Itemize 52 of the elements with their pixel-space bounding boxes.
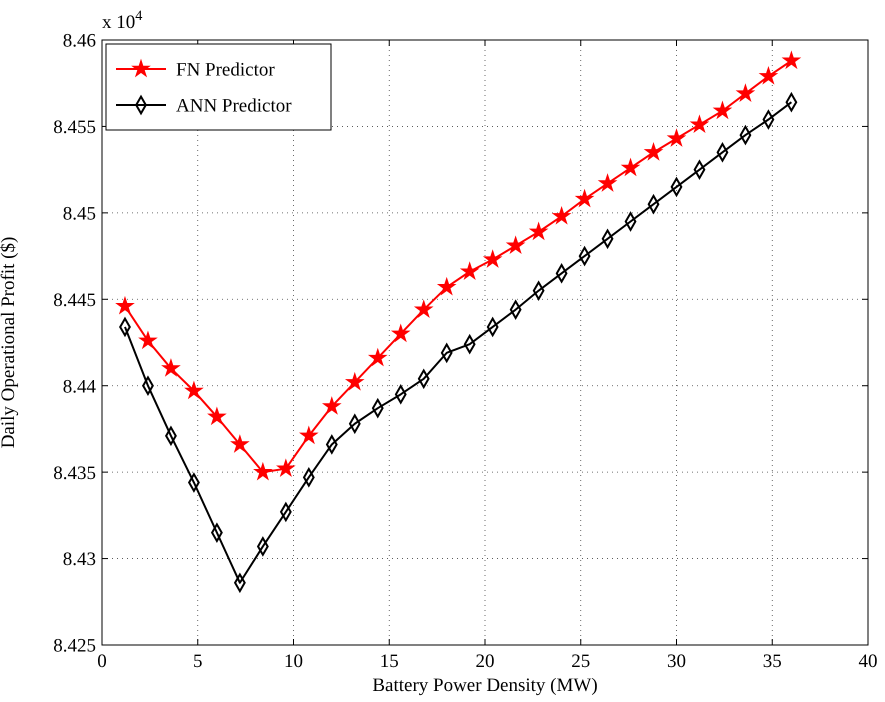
y-tick-label: 8.44 [62, 376, 96, 398]
point [232, 436, 248, 452]
x-tick-label: 30 [667, 651, 686, 672]
y-tick-label: 8.435 [53, 462, 96, 484]
point [116, 298, 134, 314]
y-axis-title: Daily Operational Profit ($) [0, 236, 19, 448]
point [346, 374, 364, 390]
x-tick-label: 25 [571, 651, 590, 672]
x-tick-label: 35 [762, 651, 782, 672]
point [438, 278, 455, 294]
point [691, 116, 708, 132]
point [622, 159, 639, 176]
y-tick-label: 8.45 [62, 204, 96, 225]
y-tick-label: 8.425 [53, 636, 96, 657]
point [324, 398, 340, 414]
point [208, 408, 226, 424]
legend-label: FN Predictor [176, 60, 276, 81]
point [668, 130, 685, 146]
point [599, 174, 616, 191]
point [576, 190, 593, 206]
y-tick-label: 8.46 [62, 30, 96, 52]
point [162, 360, 180, 376]
point [461, 262, 478, 279]
point [760, 68, 777, 84]
point [186, 382, 202, 398]
point [484, 250, 501, 267]
point [645, 144, 662, 160]
point [254, 463, 272, 480]
x-tick-label: 20 [476, 651, 494, 672]
x-tick-label: 40 [858, 651, 878, 672]
point [737, 84, 754, 101]
point [553, 208, 570, 224]
point [140, 332, 156, 348]
point [278, 460, 294, 476]
legend-label: ANN Predictor [176, 96, 292, 117]
y-tick-label: 8.445 [53, 290, 96, 311]
x-axis-title: Battery Power Density (MW) [372, 675, 598, 696]
x-tick-label: 15 [380, 651, 399, 672]
point [783, 52, 800, 68]
point [507, 237, 524, 253]
x-tick-label: 10 [284, 651, 303, 672]
point [370, 349, 386, 366]
x-tick-label: 0 [97, 651, 107, 672]
point [392, 325, 409, 341]
point [714, 102, 731, 118]
x-tick-label: 5 [193, 651, 202, 672]
y-tick-label: 8.43 [62, 549, 96, 570]
point [530, 223, 547, 240]
point [415, 301, 432, 317]
point [300, 427, 318, 443]
text: x 10$^{4}$ [102, 8, 142, 33]
y-tick-label: 8.455 [53, 117, 96, 138]
